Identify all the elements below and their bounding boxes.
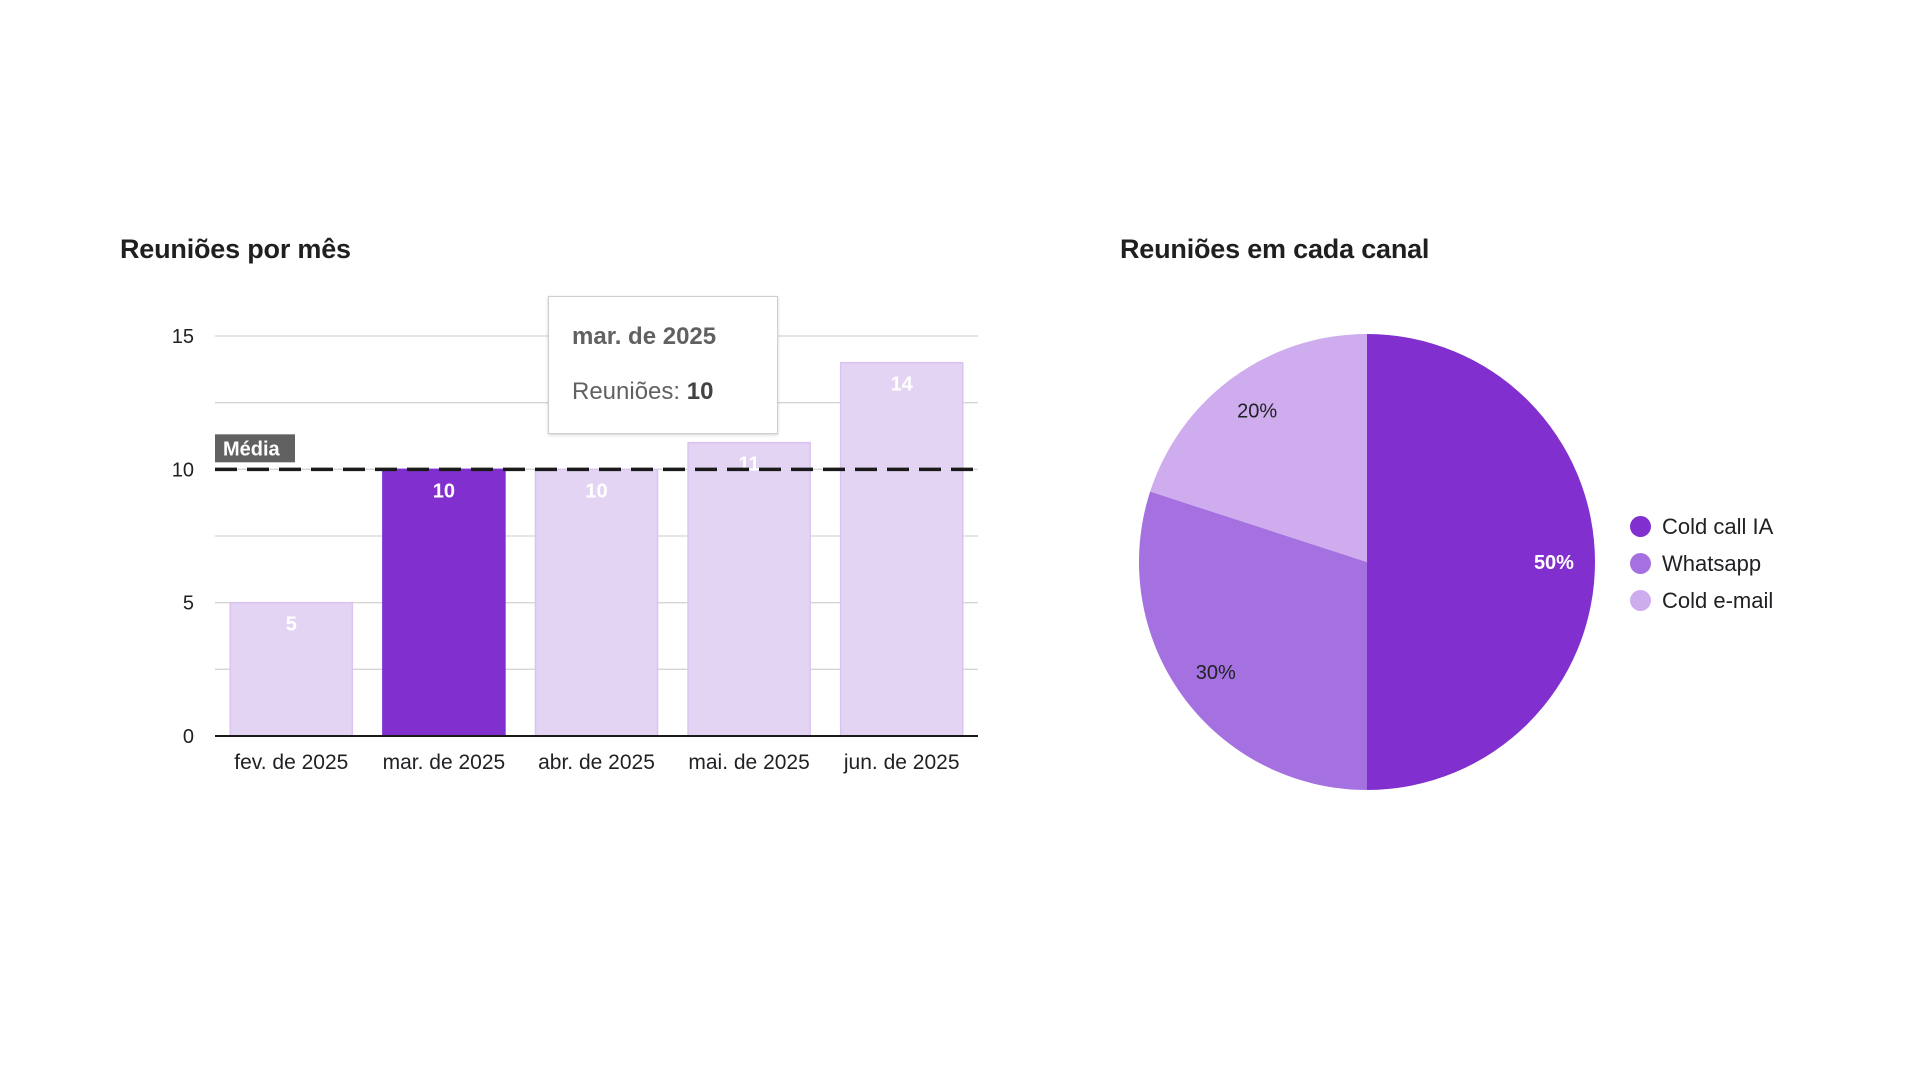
tooltip-row: Reuniões: 10 <box>572 378 713 406</box>
tooltip-value: 10 <box>686 378 714 405</box>
legend-item[interactable]: Whatsapp <box>1630 545 1773 582</box>
bar-value-label: 10 <box>433 480 455 502</box>
average-label-bg <box>215 434 295 463</box>
bar <box>839 361 964 737</box>
bar-chart-title: Reuniões por mês <box>120 234 351 264</box>
x-tick-label: mai. de 2025 <box>688 751 809 774</box>
pie-slice <box>1139 491 1367 790</box>
bar-value-label: 14 <box>891 374 914 396</box>
pie-slice <box>1150 334 1367 562</box>
y-tick-label: 0 <box>183 726 194 748</box>
x-tick-label: abr. de 2025 <box>538 751 655 774</box>
legend-item[interactable]: Cold call IA <box>1630 508 1773 545</box>
pie-legend: Cold call IA Whatsapp Cold e-mail <box>1630 508 1773 619</box>
pie-slice-label: 50% <box>1534 552 1574 574</box>
bar-value-label: 5 <box>286 614 297 636</box>
bar <box>687 441 811 737</box>
x-tick-label: jun. de 2025 <box>843 751 960 774</box>
legend-swatch <box>1630 553 1651 574</box>
y-tick-label: 10 <box>172 459 194 481</box>
legend-swatch <box>1630 590 1651 611</box>
tooltip-label: Reuniões: <box>572 378 687 405</box>
average-label: Média <box>223 438 281 460</box>
pie-slice-label: 20% <box>1237 401 1277 423</box>
legend-label: Cold call IA <box>1662 513 1774 539</box>
legend-swatch <box>1630 516 1651 537</box>
legend-label: Cold e-mail <box>1662 587 1774 613</box>
legend-item[interactable]: Cold e-mail <box>1630 582 1773 619</box>
pie-slice <box>1367 334 1595 790</box>
y-tick-label: 15 <box>172 326 194 348</box>
x-tick-label: fev. de 2025 <box>234 751 348 774</box>
average-label-group: Média <box>215 434 295 463</box>
pie-slice-label: 30% <box>1196 662 1236 684</box>
y-tick-label: 5 <box>183 593 194 615</box>
tooltip-title: mar. de 2025 <box>572 323 717 350</box>
legend-label: Whatsapp <box>1662 550 1762 576</box>
x-tick-label: mar. de 2025 <box>383 751 506 774</box>
pie-chart-title: Reuniões em cada canal <box>1120 234 1430 264</box>
bar-tooltip: mar. de 2025 Reuniões: 10 <box>548 296 778 434</box>
bar-value-label: 10 <box>585 480 607 502</box>
bar <box>534 468 659 737</box>
meetings-per-month-bar-chart[interactable]: 0 5 10 15 5 fev. de 2025 10 mar. de 2025 10 abr. … <box>0 0 1000 820</box>
